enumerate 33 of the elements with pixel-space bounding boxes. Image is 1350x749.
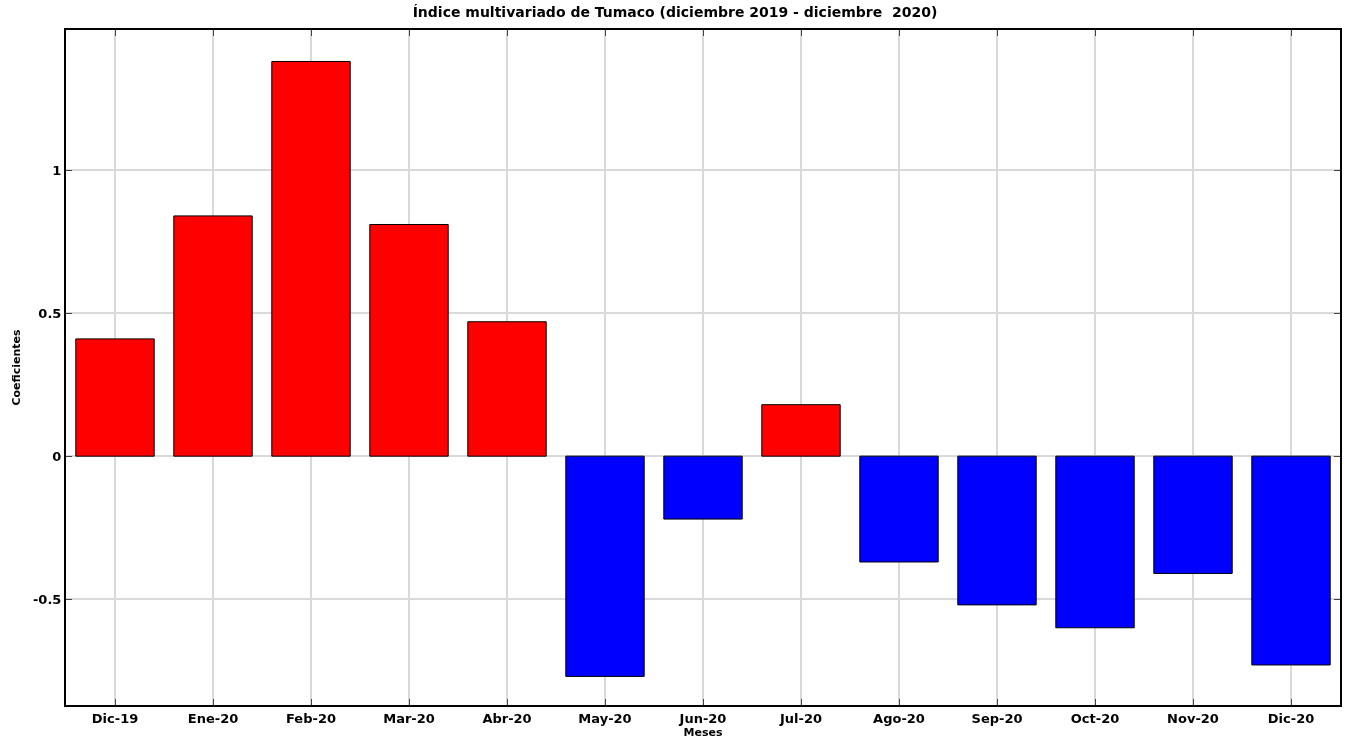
x-tick-label: Feb-20	[286, 710, 336, 726]
x-tick-label: Mar-20	[383, 710, 435, 726]
bar	[271, 60, 351, 457]
x-tick-label: Ene-20	[187, 710, 239, 726]
bar	[1153, 455, 1233, 574]
bar	[369, 223, 449, 457]
bar	[859, 455, 939, 563]
y-tick-label: 0	[52, 448, 62, 464]
x-tick-label: May-20	[578, 710, 632, 726]
y-tick-label: 0.5	[38, 305, 62, 321]
x-axis-title: Meses	[683, 726, 723, 740]
bar	[467, 321, 547, 457]
bar	[957, 455, 1037, 606]
x-tick-label: Sep-20	[971, 710, 1023, 726]
x-tick-label: Abr-20	[482, 710, 532, 726]
bar	[1055, 455, 1135, 629]
x-tick-label: Nov-20	[1167, 710, 1219, 726]
x-tick-label: Dic-20	[1267, 710, 1315, 726]
bar	[565, 455, 645, 677]
x-tick-label: Ago-20	[873, 710, 925, 726]
bar	[663, 455, 743, 520]
bar	[173, 215, 253, 457]
bar	[761, 404, 841, 457]
y-tick-label: 1	[52, 162, 62, 178]
bar	[75, 338, 155, 457]
x-tick-label: Jul-20	[778, 710, 823, 726]
x-tick-label: Jun-20	[678, 710, 727, 726]
y-tick-label: -0.5	[32, 591, 62, 607]
y-axis-title: Coeficientes	[10, 329, 24, 406]
x-tick-label: Dic-19	[91, 710, 139, 726]
x-tick-label: Oct-20	[1070, 710, 1120, 726]
chart-title: Índice multivariado de Tumaco (diciembre 2019 - diciembre 2020)	[412, 4, 938, 21]
bar	[1251, 455, 1331, 666]
